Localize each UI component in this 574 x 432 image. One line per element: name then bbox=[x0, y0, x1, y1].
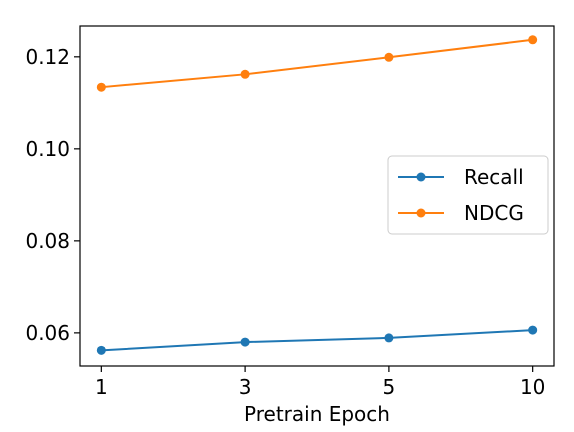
x-tick-label-0: 1 bbox=[95, 375, 108, 399]
x-tick-label-3: 10 bbox=[520, 375, 545, 399]
data-point-ndcg-1 bbox=[240, 69, 250, 79]
data-point-ndcg-0 bbox=[96, 82, 106, 92]
y-tick-label-1: 0.08 bbox=[25, 229, 70, 253]
legend-box bbox=[387, 155, 549, 235]
data-point-ndcg-2 bbox=[384, 52, 394, 62]
y-tick-label-2: 0.10 bbox=[25, 137, 70, 161]
legend: Recall NDCG bbox=[387, 155, 549, 235]
legend-label-ndcg: NDCG bbox=[464, 201, 524, 225]
axes: 1 3 5 10 0.06 0.08 0.10 0.12 bbox=[25, 25, 555, 399]
data-point-ndcg-3 bbox=[528, 35, 538, 45]
x-tick-label-2: 5 bbox=[383, 375, 396, 399]
legend-label-recall: Recall bbox=[464, 165, 524, 189]
x-tick-label-1: 3 bbox=[239, 375, 252, 399]
x-axis-label: Pretrain Epoch bbox=[244, 402, 390, 426]
legend-marker-recall bbox=[416, 172, 426, 182]
legend-marker-ndcg bbox=[416, 208, 426, 218]
y-tick-label-3: 0.12 bbox=[25, 45, 70, 69]
data-point-recall-1 bbox=[240, 337, 250, 347]
data-point-recall-3 bbox=[528, 325, 538, 335]
data-point-recall-2 bbox=[384, 333, 394, 343]
plot-frame bbox=[79, 25, 555, 367]
data-point-recall-0 bbox=[96, 345, 106, 355]
series-line-recall bbox=[101, 329, 533, 352]
plot-area bbox=[96, 35, 538, 355]
series-line-ndcg bbox=[101, 38, 533, 89]
y-tick-label-0: 0.06 bbox=[25, 321, 70, 345]
